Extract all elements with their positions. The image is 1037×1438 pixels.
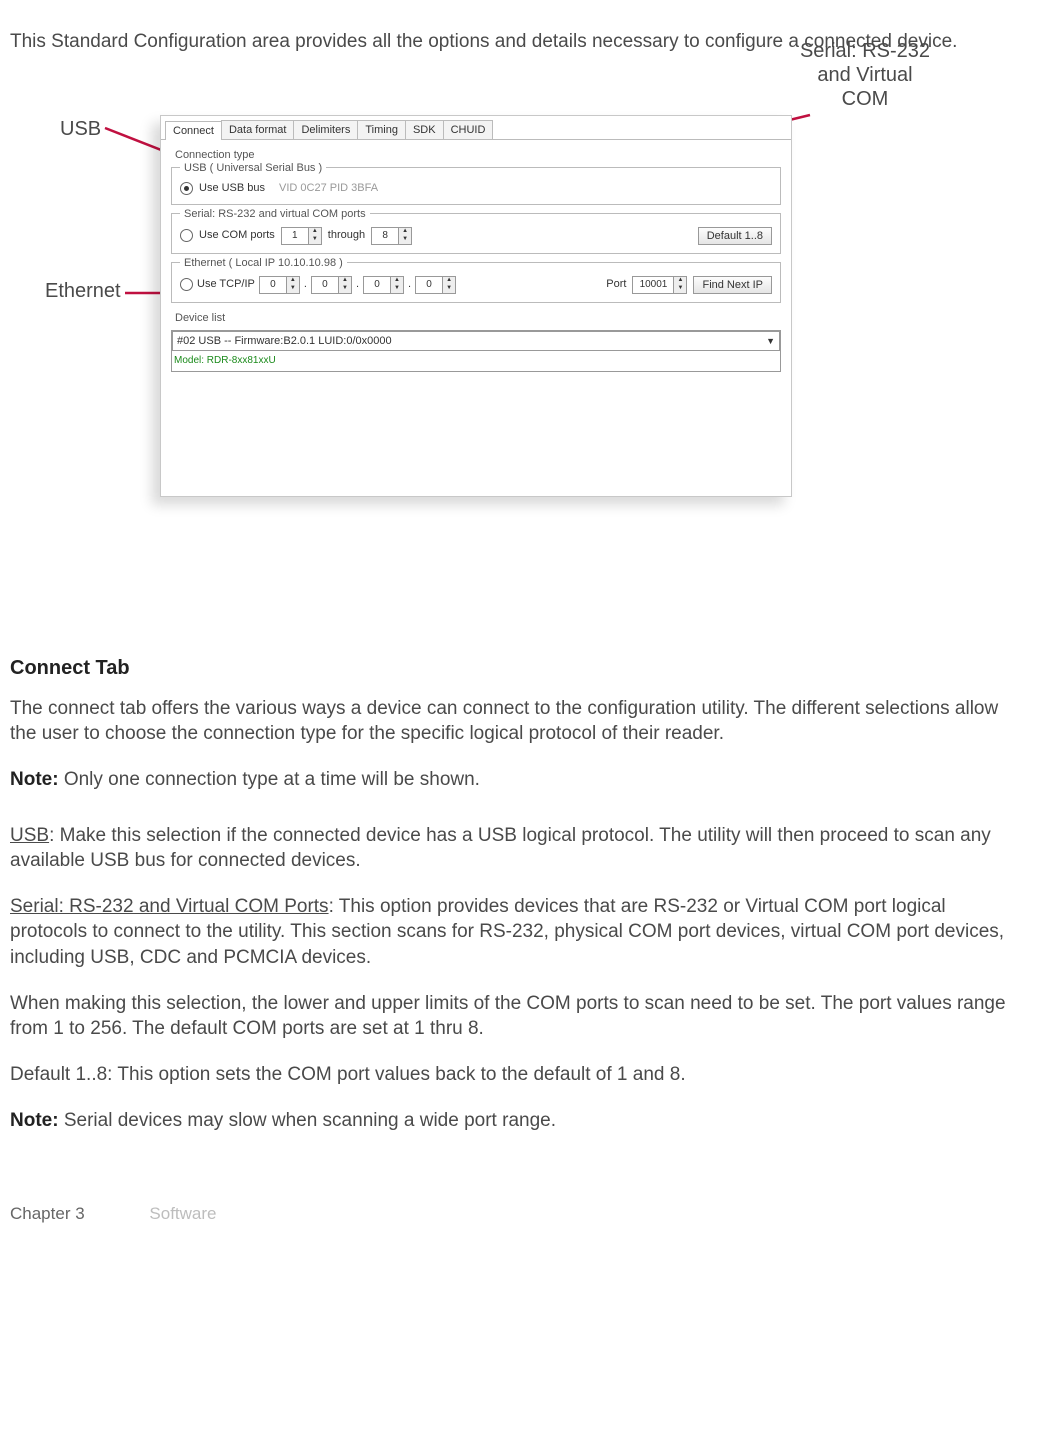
serial-paragraph: Serial: RS-232 and Virtual COM Ports: Th… (10, 894, 1010, 971)
device-dropdown[interactable]: #02 USB -- Firmware:B2.0.1 LUID:0/0x0000… (172, 331, 780, 352)
usb-legend: USB ( Universal Serial Bus ) (180, 161, 326, 176)
serial-group: Serial: RS-232 and virtual COM ports Use… (171, 213, 781, 254)
tab-chuid[interactable]: CHUID (443, 120, 494, 140)
ip-octet-3[interactable]: 0▲▼ (363, 276, 404, 294)
tab-sdk[interactable]: SDK (405, 120, 444, 140)
callout-serial-l3: COM (842, 88, 889, 110)
tcpip-radio-label: Use TCP/IP (197, 277, 255, 292)
tab-strip: Connect Data format Delimiters Timing SD… (161, 116, 791, 141)
tab-timing[interactable]: Timing (357, 120, 406, 140)
footer-section: Software (149, 1204, 216, 1223)
tab-data-format[interactable]: Data format (221, 120, 294, 140)
serial-sub-paragraph-1: When making this selection, the lower an… (10, 991, 1010, 1042)
serial-option-head: Serial: RS-232 and Virtual COM Ports (10, 896, 329, 917)
serial-radio[interactable] (180, 229, 193, 242)
usb-option-text: : Make this selection if the connected d… (10, 825, 991, 872)
dot: . (356, 277, 359, 292)
serial-sub-paragraph-2: Default 1..8: This option sets the COM p… (10, 1062, 1010, 1088)
note-two-text: Serial devices may slow when scanning a … (59, 1110, 556, 1131)
find-next-ip-button[interactable]: Find Next IP (693, 276, 772, 294)
device-selected-text: #02 USB -- Firmware:B2.0.1 LUID:0/0x0000 (177, 334, 392, 349)
connect-tab-paragraph: The connect tab offers the various ways … (10, 696, 1010, 747)
callout-serial-l2: and Virtual (817, 64, 912, 86)
connect-tab-heading: Connect Tab (10, 655, 1010, 682)
serial-legend: Serial: RS-232 and virtual COM ports (180, 207, 370, 222)
dot: . (304, 277, 307, 292)
ip-octet-1[interactable]: 0▲▼ (259, 276, 300, 294)
tab-delimiters[interactable]: Delimiters (293, 120, 358, 140)
device-list-label: Device list (175, 311, 781, 326)
usb-group: USB ( Universal Serial Bus ) Use USB bus… (171, 167, 781, 205)
note-one: Note: Only one connection type at a time… (10, 767, 1010, 793)
ethernet-legend: Ethernet ( Local IP 10.10.10.98 ) (180, 256, 347, 271)
usb-radio[interactable] (180, 182, 193, 195)
annotated-screenshot: USB Serial: RS-232 and Virtual COM Ether… (10, 95, 1010, 565)
chevron-down-icon: ▼ (766, 335, 775, 347)
ethernet-group: Ethernet ( Local IP 10.10.10.98 ) Use TC… (171, 262, 781, 303)
port-label: Port (606, 277, 626, 292)
usb-vid-pid: VID 0C27 PID 3BFA (279, 181, 378, 196)
callout-serial-l1: Serial: RS-232 (800, 40, 930, 62)
com-to-spinner[interactable]: 8▲▼ (371, 227, 412, 245)
usb-radio-label: Use USB bus (199, 181, 265, 196)
usb-option-head: USB (10, 825, 49, 846)
default-ports-button[interactable]: Default 1..8 (698, 227, 772, 245)
ip-octet-2[interactable]: 0▲▼ (311, 276, 352, 294)
ip-octet-4[interactable]: 0▲▼ (415, 276, 456, 294)
through-label: through (328, 228, 365, 243)
tcpip-radio[interactable] (180, 278, 193, 291)
callout-usb: USB (60, 117, 101, 141)
note-one-text: Only one connection type at a time will … (59, 769, 480, 790)
com-from-spinner[interactable]: 1▲▼ (281, 227, 322, 245)
note-two: Note: Serial devices may slow when scann… (10, 1108, 1010, 1134)
config-window: Connect Data format Delimiters Timing SD… (160, 115, 792, 497)
footer-chapter: Chapter 3 (10, 1204, 85, 1223)
device-list: #02 USB -- Firmware:B2.0.1 LUID:0/0x0000… (171, 330, 781, 372)
serial-radio-label: Use COM ports (199, 228, 275, 243)
usb-paragraph: USB: Make this selection if the connecte… (10, 823, 1010, 874)
callout-ethernet: Ethernet (45, 279, 121, 303)
device-model: Model: RDR-8xx81xxU (174, 354, 778, 368)
callout-serial: Serial: RS-232 and Virtual COM (790, 39, 940, 111)
page-footer: Chapter 3 Software (10, 1203, 1010, 1226)
note-label-2: Note: (10, 1110, 59, 1131)
note-label: Note: (10, 769, 59, 790)
dot: . (408, 277, 411, 292)
tab-connect[interactable]: Connect (165, 121, 222, 141)
port-spinner[interactable]: 10001▲▼ (632, 276, 687, 294)
